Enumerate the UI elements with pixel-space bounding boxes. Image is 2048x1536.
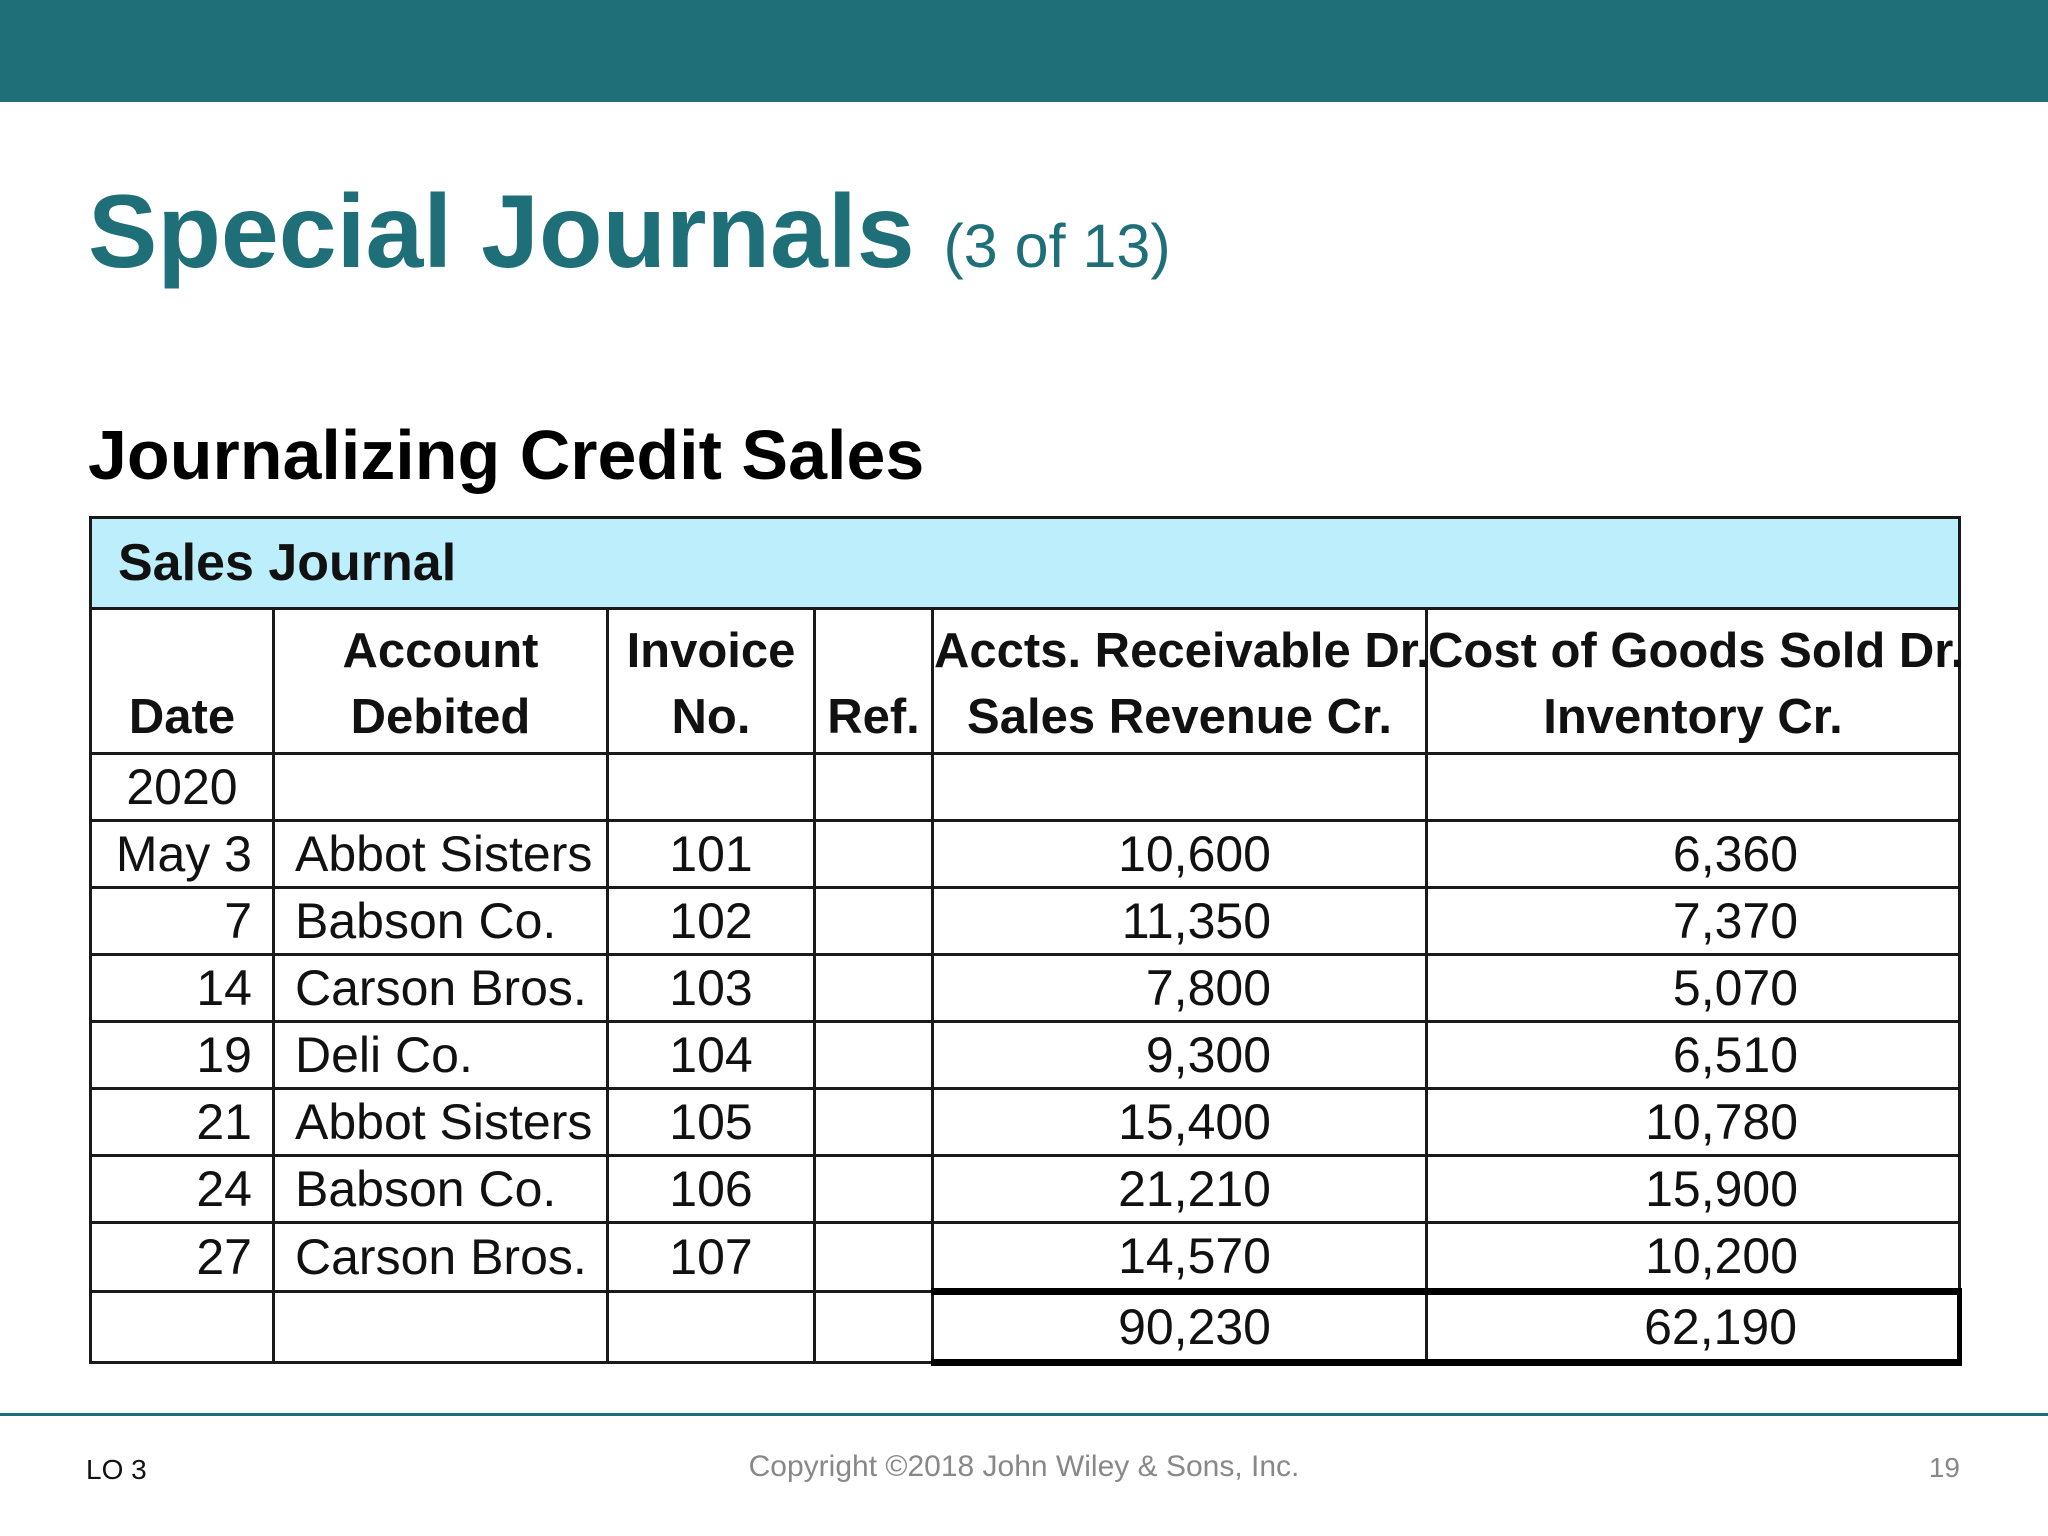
ar-amount-cell: 9,300 <box>931 1020 1428 1090</box>
col-header-account-line1: Account <box>342 624 539 678</box>
cogs-amount-cell: 15,900 <box>1424 1154 1962 1224</box>
account-cell: Carson Bros. <box>272 1221 609 1293</box>
ar-amount-cell: 10,600 <box>931 819 1428 889</box>
account-cell: Deli Co. <box>272 1020 609 1090</box>
ref-cell <box>813 1154 934 1224</box>
table-cell <box>272 752 609 822</box>
table-row-year: 2020 <box>89 752 1962 822</box>
col-header-ar-line1: Accts. Receivable Dr. <box>934 624 1430 678</box>
invoice-cell: 103 <box>606 953 816 1023</box>
invoice-cell: 105 <box>606 1087 816 1157</box>
ref-cell <box>813 819 934 889</box>
invoice-cell: 107 <box>606 1221 816 1293</box>
table-cell <box>272 1290 609 1364</box>
table-row: May 3 Abbot Sisters 101 10,600 6,360 <box>89 819 1962 889</box>
col-header-ref-text: Ref. <box>827 690 920 744</box>
copyright-notice: Copyright ©2018 John Wiley & Sons, Inc. <box>748 1450 1300 1483</box>
date-cell: 14 <box>89 953 275 1023</box>
table-cell <box>606 1290 816 1364</box>
slide-title: Special Journals (3 of 13) <box>88 180 1171 284</box>
account-cell: Babson Co. <box>272 886 609 956</box>
invoice-cell: 106 <box>606 1154 816 1224</box>
date-cell: 27 <box>89 1221 275 1293</box>
year-cell: 2020 <box>89 752 275 822</box>
col-header-cogs-line1: Cost of Goods Sold Dr. <box>1428 624 1965 678</box>
ar-amount-cell: 21,210 <box>931 1154 1428 1224</box>
footer-divider <box>0 1413 2048 1416</box>
sales-journal-table: Sales Journal Date Account Debited Invoic… <box>88 516 1964 1366</box>
col-header-cogs-line2: Inventory Cr. <box>1543 690 1843 744</box>
account-cell: Babson Co. <box>272 1154 609 1224</box>
cogs-amount-cell: 10,780 <box>1424 1087 1962 1157</box>
date-cell: May 3 <box>89 819 275 889</box>
table-row: 27 Carson Bros. 107 14,570 10,200 <box>89 1221 1962 1295</box>
invoice-cell: 102 <box>606 886 816 956</box>
col-header-invoice: Invoice No. <box>606 607 816 755</box>
ar-amount-cell: 15,400 <box>931 1087 1428 1157</box>
slide-title-text: Special Journals <box>88 174 915 290</box>
slide-subtitle: Journalizing Credit Sales <box>88 416 925 494</box>
ar-amount-cell: 7,800 <box>931 953 1428 1023</box>
col-header-account: Account Debited <box>272 607 609 755</box>
date-cell: 21 <box>89 1087 275 1157</box>
ref-cell <box>813 886 934 956</box>
cogs-amount-cell: 6,360 <box>1424 819 1962 889</box>
table-row: 7 Babson Co. 102 11,350 7,370 <box>89 886 1962 956</box>
journal-caption-row: Sales Journal <box>88 516 1962 610</box>
col-header-invoice-line2: No. <box>671 690 751 744</box>
page-number: 19 <box>1928 1452 1960 1483</box>
cogs-amount-cell: 6,510 <box>1424 1020 1962 1090</box>
invoice-cell: 104 <box>606 1020 816 1090</box>
date-cell: 19 <box>89 1020 275 1090</box>
journal-header-row: Date Account Debited Invoice No. Ref. Acct… <box>89 607 1964 755</box>
col-header-cogs: Cost of Goods Sold Dr. Inventory Cr. <box>1424 607 1964 755</box>
ref-cell <box>813 1087 934 1157</box>
table-row: 21 Abbot Sisters 105 15,400 10,780 <box>89 1087 1962 1157</box>
table-row: 24 Babson Co. 106 21,210 15,900 <box>89 1154 1962 1224</box>
cogs-amount-cell: 5,070 <box>1424 953 1962 1023</box>
account-cell: Abbot Sisters <box>272 819 609 889</box>
table-cell <box>606 752 816 822</box>
table-row: 19 Deli Co. 104 9,300 6,510 <box>89 1020 1962 1090</box>
ref-cell <box>813 1020 934 1090</box>
cogs-total-cell: 62,190 <box>1424 1290 1963 1366</box>
ar-amount-cell: 11,350 <box>931 886 1428 956</box>
table-row: 14 Carson Bros. 103 7,800 5,070 <box>89 953 1962 1023</box>
top-banner <box>0 0 2048 102</box>
ref-cell <box>813 1221 934 1293</box>
col-header-invoice-line1: Invoice <box>626 624 796 678</box>
table-cell <box>813 752 934 822</box>
ref-cell <box>813 953 934 1023</box>
date-cell: 7 <box>89 886 275 956</box>
ar-total-cell: 90,230 <box>931 1290 1428 1366</box>
table-cell <box>813 1290 934 1364</box>
account-cell: Abbot Sisters <box>272 1087 609 1157</box>
col-header-ar-line2: Sales Revenue Cr. <box>967 690 1392 744</box>
ar-amount-cell: 14,570 <box>931 1221 1428 1295</box>
journal-caption: Sales Journal <box>88 516 1962 610</box>
col-header-date-text: Date <box>128 690 236 744</box>
cogs-amount-cell: 7,370 <box>1424 886 1962 956</box>
table-cell <box>1424 752 1962 822</box>
totals-row: 90,230 62,190 <box>89 1290 1963 1366</box>
col-header-date: Date <box>89 607 275 755</box>
col-header-ref: Ref. <box>813 607 934 755</box>
col-header-account-line2: Debited <box>350 690 531 744</box>
table-cell <box>89 1290 275 1364</box>
col-header-ar: Accts. Receivable Dr. Sales Revenue Cr. <box>931 607 1430 755</box>
table-cell <box>931 752 1428 822</box>
invoice-cell: 101 <box>606 819 816 889</box>
date-cell: 24 <box>89 1154 275 1224</box>
cogs-amount-cell: 10,200 <box>1424 1221 1962 1295</box>
learning-objective-label: LO 3 <box>86 1454 147 1485</box>
account-cell: Carson Bros. <box>272 953 609 1023</box>
slide-title-count: (3 of 13) <box>943 212 1171 280</box>
